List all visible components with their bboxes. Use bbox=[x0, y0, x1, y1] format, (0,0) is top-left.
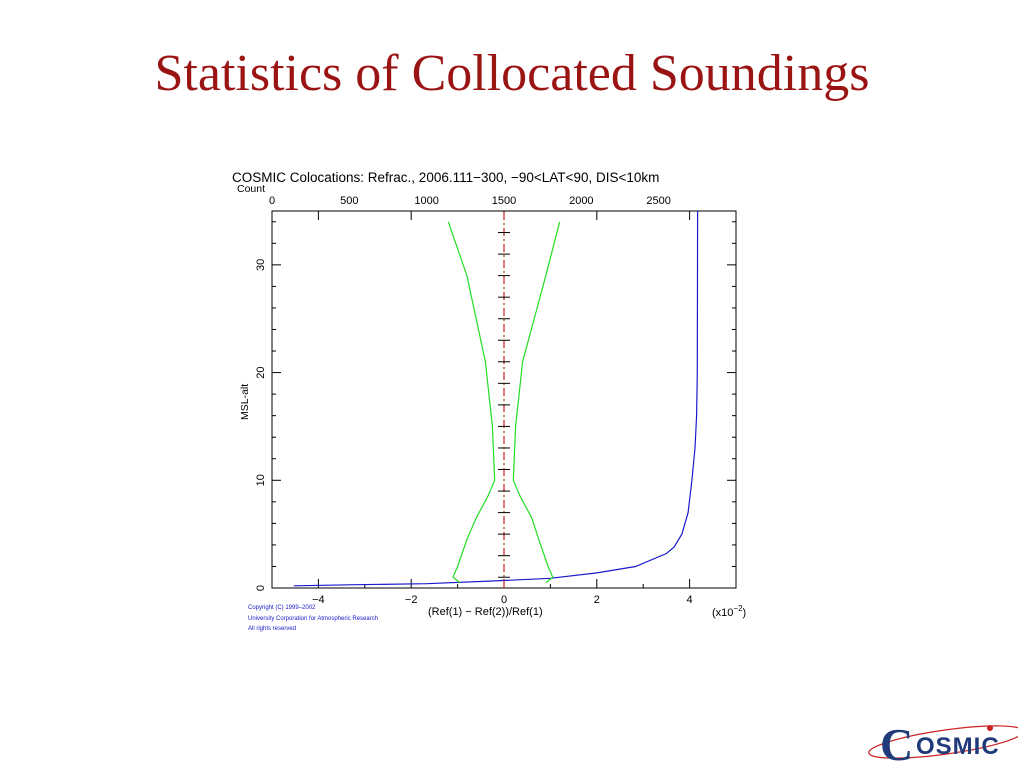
y-tick-label: 30 bbox=[255, 259, 267, 271]
copyright-line-3: All rights reserved bbox=[248, 626, 296, 632]
y-axis-label: MSL-alt bbox=[239, 384, 251, 420]
x-tick-label: −2 bbox=[405, 594, 418, 606]
y-tick-label: 20 bbox=[255, 366, 267, 378]
top-tick-label: 0 bbox=[269, 195, 275, 207]
top-axis-label: Count bbox=[237, 183, 265, 195]
x-multiplier: (x10−2) bbox=[712, 604, 746, 619]
chart-title: COSMIC Colocations: Refrac., 2006.111−30… bbox=[232, 170, 659, 185]
logo-initial: C bbox=[880, 719, 913, 768]
top-tick-label: 1000 bbox=[414, 195, 438, 207]
top-tick-label: 500 bbox=[340, 195, 358, 207]
top-tick-label: 2000 bbox=[569, 195, 593, 207]
copyright-line-1: Copyright (C) 1999–2002 bbox=[248, 605, 316, 611]
copyright-block: Copyright (C) 1999–2002 University Corpo… bbox=[248, 605, 378, 632]
x-tick-label: 0 bbox=[501, 594, 507, 606]
x-tick-label: 2 bbox=[594, 594, 600, 606]
x-tick-label: 4 bbox=[687, 594, 693, 606]
x-multiplier-label: (x10 bbox=[712, 607, 733, 619]
logo-dot bbox=[987, 725, 993, 731]
series-line-2 bbox=[512, 221, 561, 584]
logo-swoosh bbox=[868, 725, 1018, 759]
x-multiplier-close: ) bbox=[743, 607, 747, 619]
x-tick-label: −4 bbox=[312, 594, 325, 606]
logo-text: OSMIC bbox=[916, 733, 1000, 760]
y-tick-label: 0 bbox=[255, 585, 267, 591]
top-tick-label: 1500 bbox=[492, 195, 516, 207]
y-tick-label: 10 bbox=[255, 474, 267, 486]
cosmic-logo: C bbox=[868, 719, 1018, 768]
x-multiplier-exponent: −2 bbox=[733, 604, 743, 613]
top-tick-label: 2500 bbox=[646, 195, 670, 207]
series-line-1 bbox=[447, 221, 496, 584]
slide-title: Statistics of Collocated Soundings bbox=[154, 45, 870, 102]
copyright-line-2: University Corporation for Atmospheric R… bbox=[248, 616, 378, 622]
series-line-0 bbox=[293, 210, 699, 587]
x-axis-label: (Ref(1) − Ref(2))/Ref(1) bbox=[428, 606, 543, 618]
plot-area: −4 −2 0 2 4 0 500 1000 1500 2000 2500 0 10 20 30 bbox=[255, 195, 737, 606]
